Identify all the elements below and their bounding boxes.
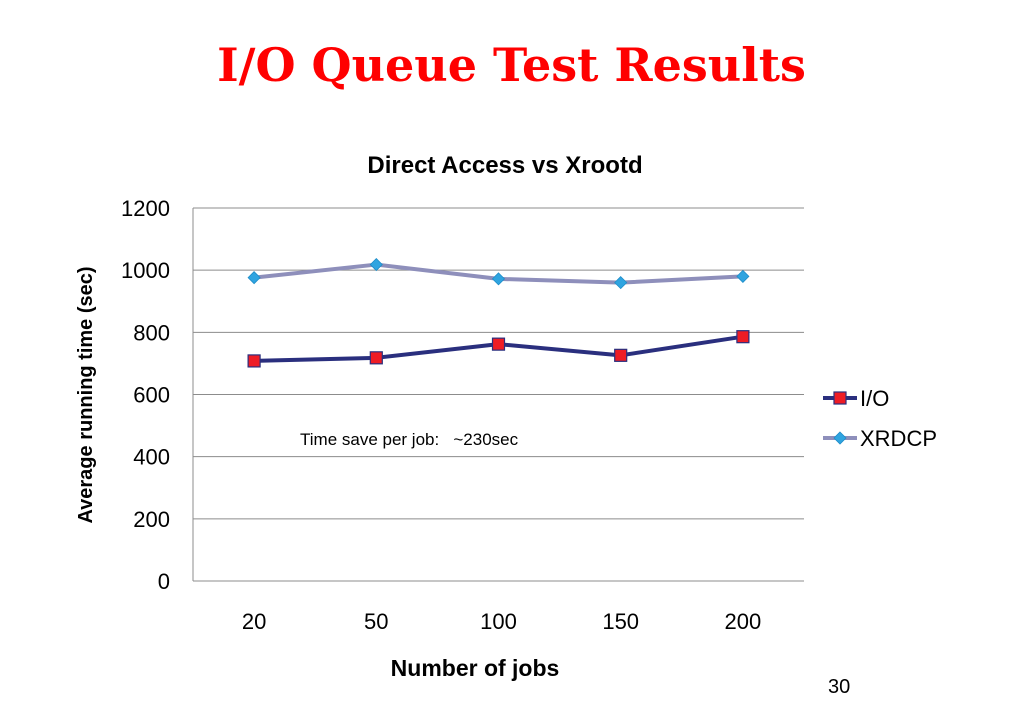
data-point — [491, 337, 506, 351]
x-tick-label: 200 — [725, 609, 762, 634]
slide-title: I/O Queue Test Results — [217, 38, 806, 92]
y-tick-label: 1000 — [121, 258, 170, 283]
chart-title: Direct Access vs Xrootd — [367, 152, 642, 179]
y-tick-label: 0 — [158, 569, 170, 594]
data-point — [369, 258, 383, 272]
data-point — [736, 330, 750, 344]
data-point — [369, 351, 383, 365]
x-tick-label: 20 — [242, 609, 266, 634]
legend-marker — [833, 391, 847, 405]
legend-label: XRDCP — [860, 426, 937, 451]
data-point — [736, 269, 750, 283]
y-tick-label: 800 — [133, 320, 170, 345]
x-tick-label: 100 — [480, 609, 517, 634]
y-tick-label: 200 — [133, 507, 170, 532]
y-axis-label: Average running time (sec) — [75, 266, 97, 523]
y-tick-label: 600 — [133, 383, 170, 408]
page-number: 30 — [828, 676, 851, 698]
series-lines — [247, 258, 750, 368]
gridlines — [192, 207, 804, 582]
y-tick-labels: 0 200 400 600 800 1000 1200 — [121, 196, 170, 594]
x-tick-label: 50 — [364, 609, 388, 634]
data-point — [614, 276, 628, 290]
data-point — [247, 271, 261, 285]
legend-label: I/O — [860, 386, 889, 411]
x-tick-labels: 20 50 100 150 200 — [242, 609, 761, 634]
legend-marker — [833, 431, 847, 445]
x-tick-label: 150 — [602, 609, 639, 634]
data-point — [614, 348, 628, 362]
x-axis-label: Number of jobs — [391, 655, 560, 681]
legend: I/O XRDCP — [823, 386, 937, 451]
y-tick-label: 400 — [133, 445, 170, 470]
y-tick-label: 1200 — [121, 196, 170, 221]
data-point — [247, 354, 261, 368]
chart-annotation: Time save per job: ~230sec — [300, 430, 519, 449]
data-point — [491, 272, 506, 286]
